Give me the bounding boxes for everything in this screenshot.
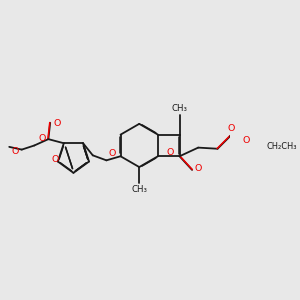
Text: O: O bbox=[167, 148, 174, 157]
Text: O: O bbox=[39, 134, 46, 143]
Text: O: O bbox=[195, 164, 202, 173]
Text: O: O bbox=[52, 155, 59, 164]
Text: O: O bbox=[54, 119, 61, 128]
Text: CH₃: CH₃ bbox=[172, 104, 188, 113]
Text: O: O bbox=[11, 147, 19, 156]
Text: O: O bbox=[242, 136, 250, 145]
Text: CH₃: CH₃ bbox=[131, 185, 147, 194]
Text: CH₂CH₃: CH₂CH₃ bbox=[267, 142, 297, 151]
Text: O: O bbox=[109, 149, 116, 158]
Text: O: O bbox=[227, 124, 235, 134]
